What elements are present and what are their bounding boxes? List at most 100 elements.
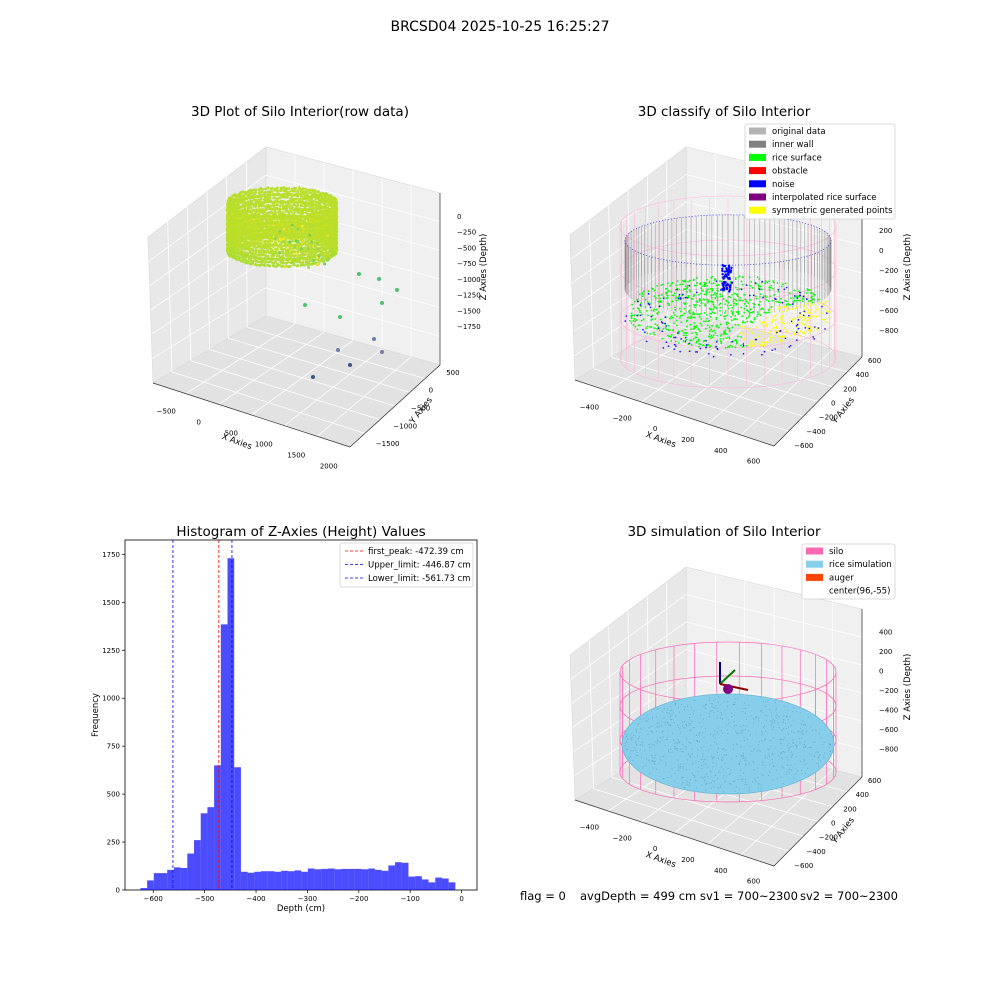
- cls-surface-point: [719, 295, 722, 298]
- cls-surface-point: [744, 332, 747, 335]
- cls-surface-point: [716, 292, 719, 295]
- cls-surface-point: [632, 323, 635, 326]
- cls-surface-point: [779, 306, 782, 309]
- cls-surface-point: [758, 278, 761, 280]
- cls-surface-point: [807, 309, 810, 311]
- cls-surface-point: [767, 309, 770, 311]
- cls-surface-point: [732, 304, 735, 307]
- raw-point: [314, 203, 318, 207]
- cls-surface-point: [823, 304, 825, 307]
- cls-surface-point: [765, 324, 768, 327]
- cls-surface-point: [704, 303, 706, 306]
- cls-surface-point: [659, 300, 662, 302]
- raw-point: [268, 193, 272, 197]
- cls-surface-point: [634, 325, 637, 328]
- raw-point: [278, 237, 282, 241]
- cls-surface-point: [799, 330, 802, 332]
- raw-point: [291, 220, 295, 224]
- cls-surface-point: [772, 340, 775, 343]
- raw-point: [276, 199, 280, 203]
- cls-surface-point: [745, 305, 748, 308]
- raw-point: [302, 227, 306, 231]
- cls-surface-point: [633, 314, 636, 316]
- raw-point: [266, 260, 269, 264]
- cls-surface-point: [735, 299, 738, 302]
- cls-surface-point: [644, 298, 647, 301]
- cls-surface-point: [700, 318, 703, 320]
- raw-point: [323, 197, 327, 201]
- raw-point: [251, 212, 254, 216]
- raw-point: [264, 235, 268, 238]
- cls-surface-point: [741, 283, 744, 286]
- cls-surface-point: [746, 327, 749, 330]
- cls-surface-point: [711, 275, 714, 278]
- raw-point: [260, 197, 263, 201]
- cls-surface-point: [759, 295, 761, 298]
- cls-surface-point: [720, 341, 723, 344]
- cls-surface-point: [678, 307, 681, 310]
- cls-surface-point: [739, 297, 742, 299]
- raw-point: [323, 241, 327, 244]
- cls-surface-point: [793, 289, 796, 292]
- cls-surface-point: [765, 341, 768, 343]
- raw-point: [266, 256, 269, 260]
- raw-point: [304, 187, 308, 191]
- cls-surface-point: [719, 280, 721, 283]
- cls-surface-point: [800, 303, 803, 306]
- cls-surface-point: [702, 344, 704, 347]
- cls-surface-point: [709, 345, 712, 348]
- raw-point: [290, 207, 294, 210]
- raw-point: [315, 211, 319, 214]
- cls-surface-point: [697, 345, 700, 348]
- raw-point: [310, 240, 314, 244]
- raw-point: [254, 200, 258, 204]
- raw-point: [292, 256, 296, 260]
- cls-surface-point: [671, 316, 674, 319]
- cls-surface-point: [809, 302, 812, 305]
- cls-surface-point: [753, 318, 756, 321]
- cls-surface-point: [763, 321, 766, 324]
- cls-surface-point: [816, 307, 819, 310]
- raw-point: [269, 224, 272, 228]
- cls-surface-point: [682, 297, 685, 300]
- raw-point: [293, 189, 297, 193]
- raw-point: [335, 207, 339, 211]
- raw-point: [251, 208, 255, 212]
- cls-surface-point: [750, 343, 753, 345]
- raw-point: [286, 240, 289, 244]
- raw-point: [284, 265, 288, 269]
- cls-surface-point: [822, 312, 824, 315]
- cls-surface-point: [717, 284, 720, 286]
- cls-surface-point: [741, 315, 744, 318]
- cls-surface-point: [728, 295, 731, 298]
- cls-surface-point: [712, 334, 715, 337]
- cls-surface-point: [667, 324, 670, 327]
- cls-surface-point: [772, 318, 774, 321]
- cls-surface-point: [795, 326, 798, 329]
- raw-y-axis-line: [349, 364, 441, 448]
- cls-surface-point: [695, 340, 698, 343]
- cls-surface-point: [632, 320, 635, 322]
- cls-surface-point: [758, 304, 760, 306]
- raw-point: [240, 211, 244, 215]
- cls-surface-point: [711, 324, 713, 327]
- raw-point: [311, 208, 315, 212]
- cls-surface-point: [780, 297, 782, 300]
- cls-surface-point: [749, 284, 752, 287]
- cls-surface-point: [750, 345, 752, 348]
- cls-surface-point: [788, 308, 791, 311]
- cls-surface-point: [748, 330, 751, 333]
- cls-surface-point: [752, 310, 755, 313]
- cls-surface-point: [653, 289, 656, 292]
- raw-point: [294, 232, 298, 236]
- cls-surface-point: [715, 325, 718, 328]
- cls-surface-point: [684, 303, 686, 306]
- raw-point: [317, 239, 321, 243]
- cls-surface-point: [764, 333, 767, 335]
- raw-point: [334, 228, 338, 232]
- cls-surface-point: [809, 328, 812, 331]
- cls-surface-point: [710, 282, 713, 285]
- cls-surface-point: [800, 321, 803, 324]
- cls-surface-point: [674, 297, 677, 300]
- raw-point: [285, 187, 289, 191]
